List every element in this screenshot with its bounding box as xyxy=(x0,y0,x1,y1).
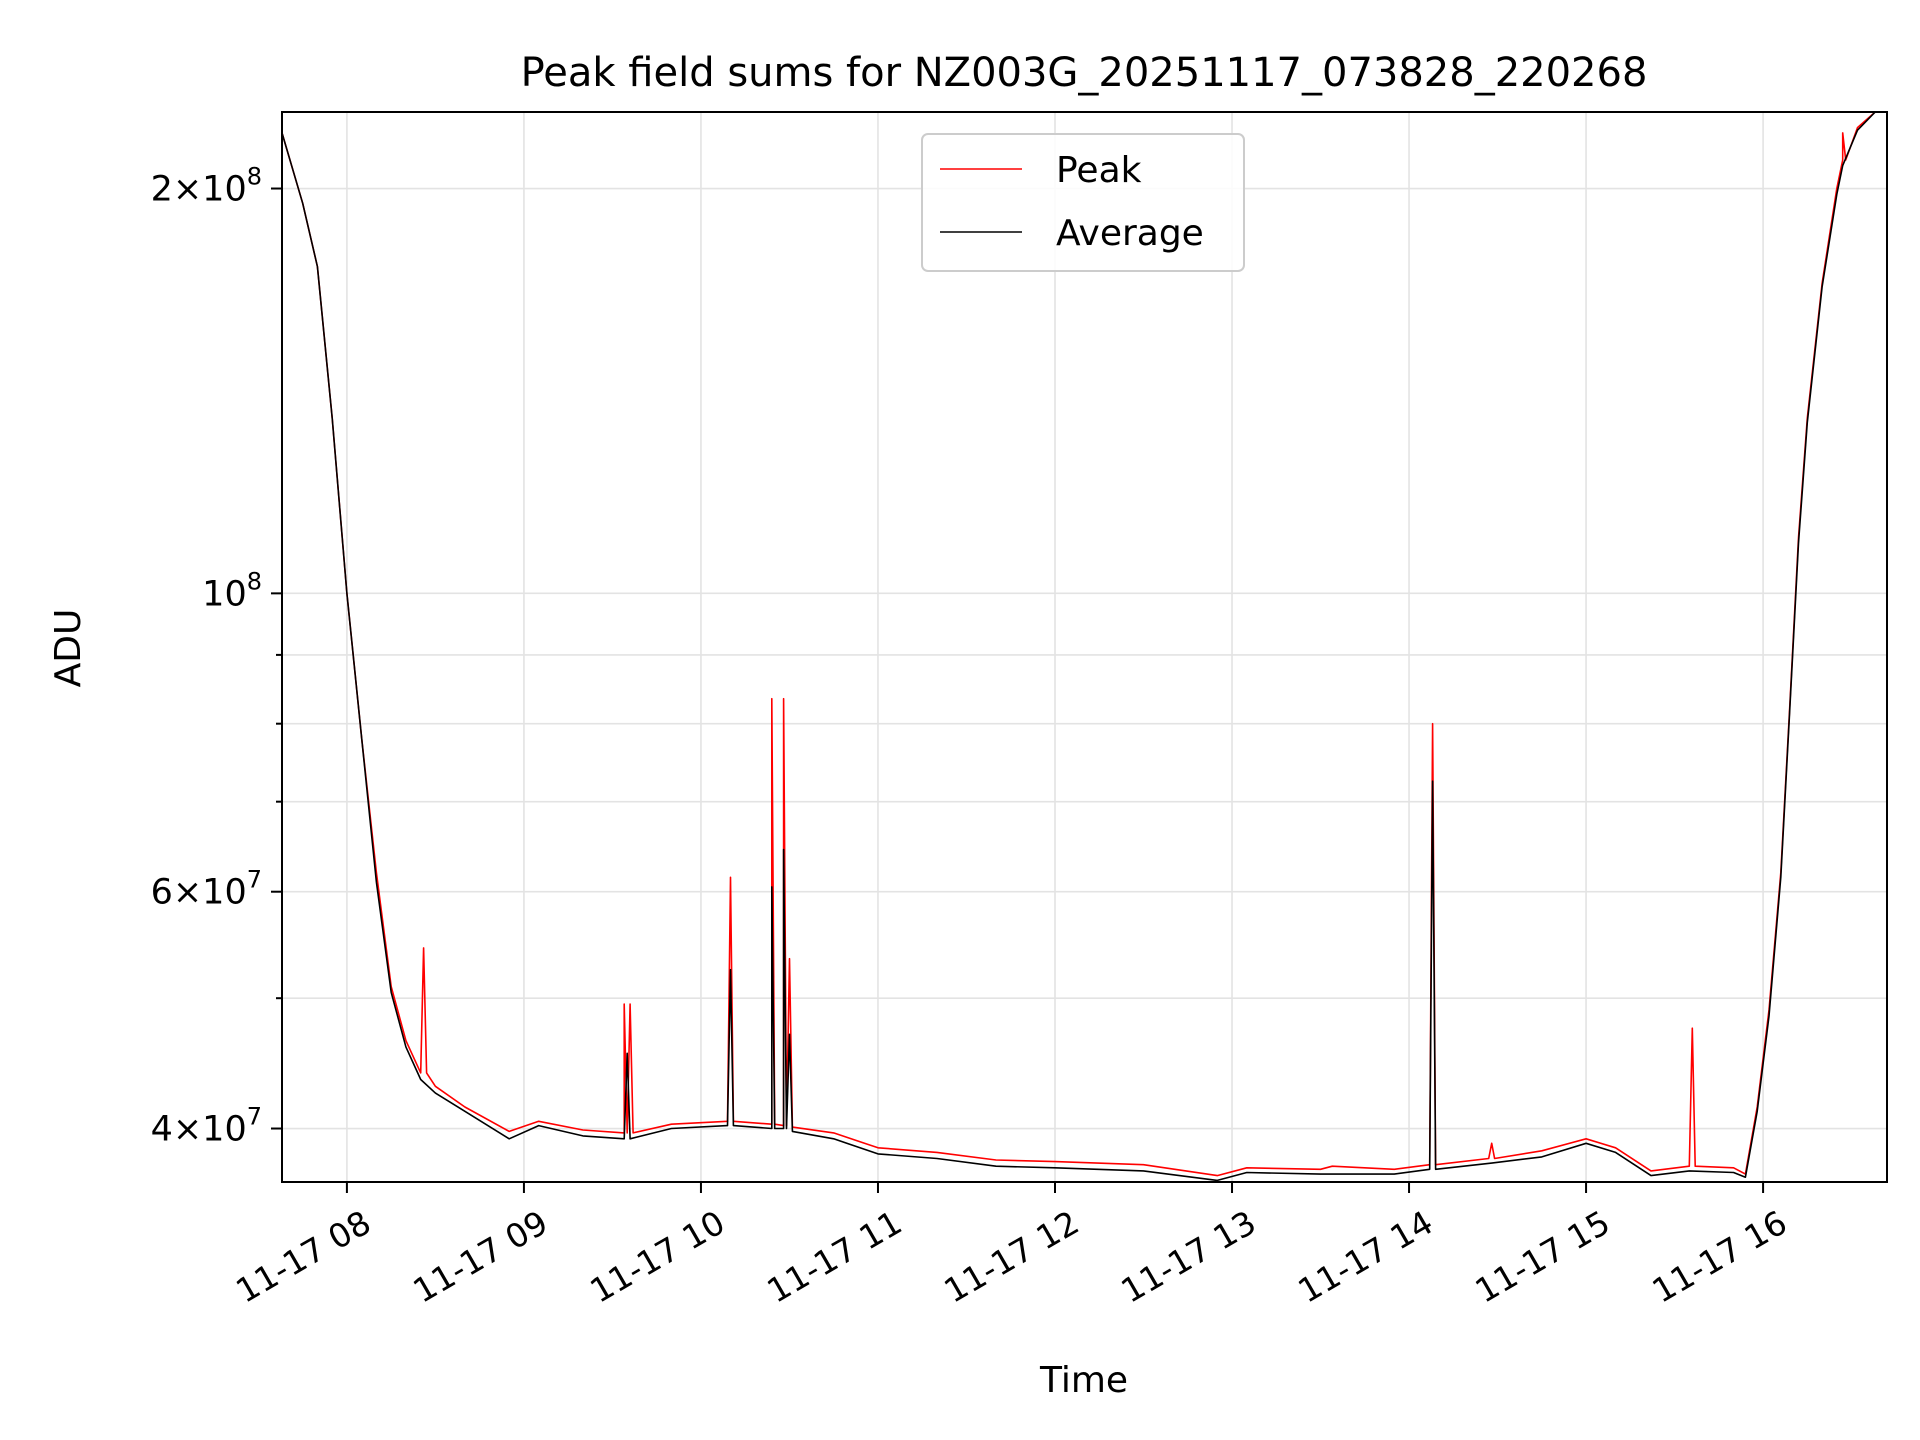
series-line-average xyxy=(282,112,1887,1182)
y-tick-label: 4×107 xyxy=(151,1103,262,1150)
grid xyxy=(282,112,1887,1182)
legend-label-peak: Peak xyxy=(1056,150,1142,191)
y-tick-label: 6×107 xyxy=(151,866,262,913)
series-layer xyxy=(282,112,1887,1182)
x-axis-label: Time xyxy=(1039,1360,1128,1401)
legend: Peak Average xyxy=(921,133,1245,272)
y-axis: 4×107 6×107 108 2×108 xyxy=(151,163,282,1150)
y-axis-label: ADU xyxy=(48,609,89,688)
axes-frame xyxy=(281,111,1888,1183)
chart-title: Peak field sums for NZ003G_20251117_0738… xyxy=(521,50,1648,96)
legend-label-average: Average xyxy=(1056,213,1204,254)
plot-area xyxy=(282,112,1887,1182)
y-tick-label: 108 xyxy=(202,567,262,614)
y-tick-label: 2×108 xyxy=(151,163,262,210)
